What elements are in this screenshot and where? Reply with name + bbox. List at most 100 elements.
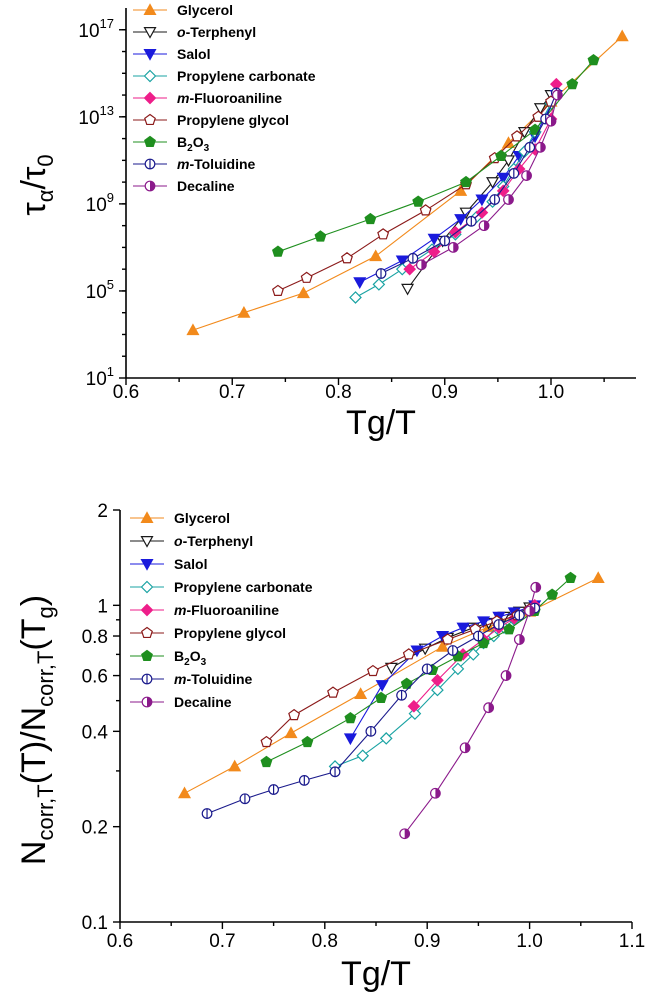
data-point-oterphenyl: [459, 207, 473, 220]
data-point-mfluoroaniline: [475, 206, 489, 219]
data-point-b2o3: [412, 195, 425, 207]
data-point-decaline: [483, 702, 495, 714]
data-point-glycerol: [284, 726, 298, 739]
legend-entry-decaline: Decaline: [133, 178, 235, 194]
legend-label: Propylene carbonate: [174, 579, 313, 595]
data-point-mtoluidine: [239, 793, 251, 805]
data-point-propylene_glycol: [288, 708, 301, 721]
x-tick-label: 1.0: [538, 382, 564, 403]
series-line-glycerol: [192, 35, 623, 331]
data-point-salol: [475, 194, 489, 207]
legend-entry-mtoluidine: m-Toluidine: [130, 671, 253, 687]
data-point-glycerol: [186, 323, 200, 336]
data-point-mtoluidine: [524, 141, 536, 153]
data-point-propylene_glycol: [366, 664, 379, 677]
legend-marker-propylene_carbonate: [140, 580, 154, 594]
legend-entry-oterphenyl: o-Terphenyl: [133, 24, 256, 40]
data-point-mfluoroaniline: [431, 673, 444, 687]
legend-label: m-Fluoroaniline: [177, 90, 282, 106]
series-line-mfluoroaniline: [409, 84, 557, 270]
data-point-glycerol: [454, 184, 468, 196]
data-point-salol: [456, 622, 470, 635]
legend-entry-propylene_carbonate: Propylene carbonate: [130, 579, 313, 595]
legend-marker-oterphenyl: [140, 535, 154, 548]
legend-label: B2O3: [174, 648, 207, 668]
y-tick-label: 0.2: [82, 818, 108, 839]
data-point-propylene_glycol: [260, 735, 273, 748]
legend-entry-glycerol: Glycerol: [130, 510, 230, 526]
data-point-decaline: [399, 828, 411, 840]
data-point-mfluoroaniline: [403, 262, 417, 276]
legend-entry-decaline: Decaline: [130, 694, 232, 710]
data-point-oterphenyl: [501, 155, 516, 168]
legend-marker-salol: [143, 48, 157, 61]
bottom-chart-panel: 0.6 0.7 0.8 0.9 1.0 1.1 0.1 0.2 0.4 0.6 0.8 1 2 Tg/T N…: [15, 501, 645, 993]
legend-marker-propylene_glycol: [144, 113, 156, 126]
data-point-oterphenyl: [401, 283, 415, 296]
data-point-propylene_glycol: [272, 284, 284, 296]
legend-marker-glycerol: [143, 3, 157, 15]
y-tick-label: 101: [86, 364, 114, 390]
data-point-b2o3: [260, 755, 273, 768]
data-point-mtoluidine: [201, 808, 213, 819]
legend-entry-propylene_glycol: Propylene glycol: [133, 112, 289, 128]
legend-label: Salol: [177, 46, 210, 62]
y-axis-label: τα/τ0: [15, 154, 58, 215]
series-decaline: [415, 89, 563, 271]
legend-entry-propylene_glycol: Propylene glycol: [130, 625, 286, 641]
series-b2o3: [260, 571, 577, 768]
legend-label: B2O3: [177, 134, 210, 154]
data-point-glycerol: [296, 286, 310, 299]
data-point-propylene_glycol: [300, 271, 313, 283]
data-point-oterphenyl: [486, 177, 500, 189]
data-point-b2o3: [344, 711, 357, 724]
x-tick-label: 0.6: [107, 931, 133, 952]
legend-label: o-Terphenyl: [177, 24, 256, 40]
data-point-glycerol: [228, 759, 242, 772]
legend-label: m-Toluidine: [177, 156, 256, 172]
data-point-salol: [343, 733, 357, 746]
x-tick-label: 0.9: [414, 931, 440, 952]
y-tick-label: 0.4: [82, 722, 109, 743]
data-point-propylene_glycol: [441, 633, 454, 645]
data-point-propylene_glycol: [327, 686, 339, 698]
top-chart-panel: 0.6 0.7 0.8 0.9 1.0 101 105 109 1013 1017 Tg/T τα/τ…: [15, 2, 636, 442]
data-point-mtoluidine: [365, 725, 377, 737]
data-point-mfluoroaniline: [407, 699, 421, 713]
x-tick-label: 1.1: [619, 931, 645, 952]
data-point-decaline: [521, 170, 532, 181]
data-point-oterphenyl: [384, 662, 398, 675]
legend: Glycerol o-Terphenyl Salol Propylene carbon…: [133, 2, 316, 194]
y-tick-label: 2: [97, 501, 108, 522]
legend-entry-mfluoroaniline: m-Fluoroaniline: [130, 602, 279, 618]
data-point-mtoluidine: [396, 689, 408, 701]
series-b2o3: [272, 53, 600, 257]
data-point-propylene_carbonate: [451, 662, 465, 676]
data-point-glycerol: [237, 305, 251, 318]
legend-marker-propylene_glycol: [141, 626, 153, 639]
legend-entry-salol: Salol: [130, 556, 207, 572]
data-point-salol: [353, 277, 367, 289]
x-tick-label: 0.8: [325, 382, 351, 403]
series-decaline: [399, 581, 542, 840]
data-point-b2o3: [375, 691, 388, 703]
data-point-mfluoroaniline: [496, 184, 510, 198]
series-line-oterphenyl: [407, 94, 552, 290]
data-point-decaline: [530, 581, 542, 593]
data-point-b2o3: [529, 123, 541, 135]
data-point-mtoluidine: [513, 609, 525, 621]
data-point-propylene_carbonate: [349, 291, 362, 304]
data-point-decaline: [545, 115, 557, 127]
y-tick-label: 109: [86, 190, 114, 216]
data-point-b2o3: [364, 212, 377, 225]
data-point-propylene_carbonate: [356, 749, 370, 763]
legend-marker-b2o3: [144, 135, 156, 148]
data-point-decaline: [478, 220, 490, 232]
legend-label: Propylene glycol: [174, 625, 286, 641]
data-point-decaline: [534, 141, 546, 153]
legend-marker-mtoluidine: [144, 158, 156, 170]
data-point-propylene_glycol: [377, 228, 390, 240]
data-point-b2o3: [272, 245, 284, 257]
data-point-propylene_carbonate: [372, 278, 386, 291]
legend-entry-b2o3: B2O3: [133, 134, 210, 154]
